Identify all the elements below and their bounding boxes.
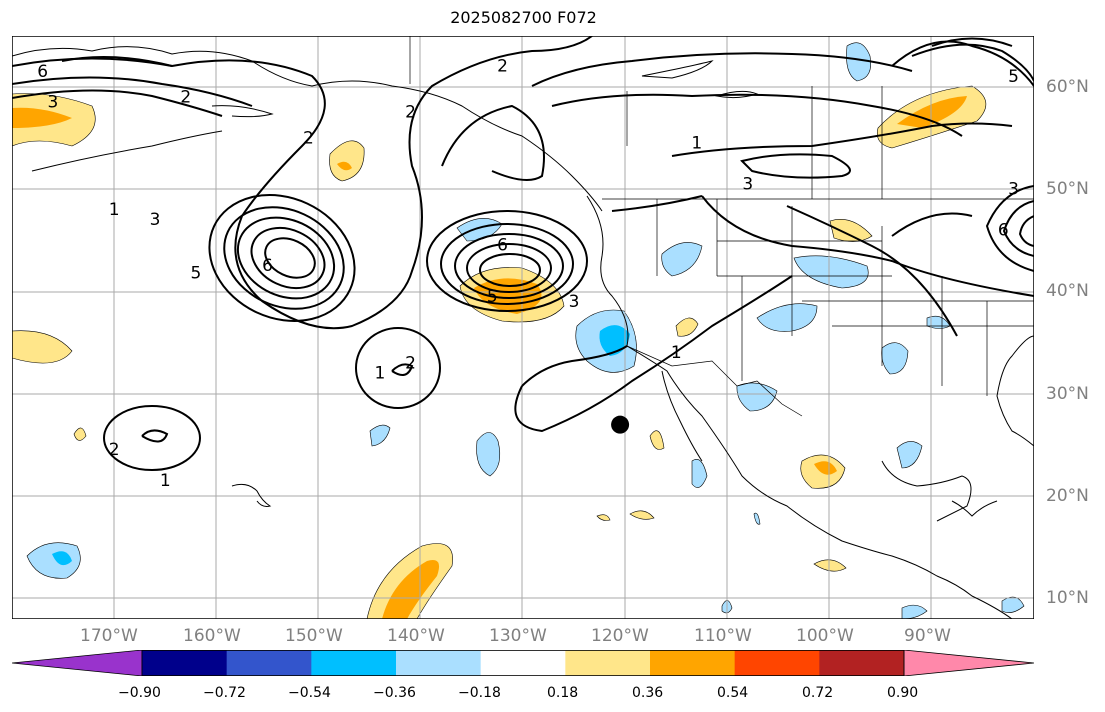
contour-label: 3 — [150, 210, 161, 230]
negative-anomaly-patch — [1001, 596, 1025, 613]
contour-label: 3 — [742, 174, 753, 194]
contour-label: 5 — [1008, 67, 1019, 87]
colorbar-cell — [480, 650, 566, 676]
positive-anomaly-patch — [829, 219, 873, 242]
lat-label: 40°N — [1046, 281, 1089, 301]
positive-anomaly-patch — [596, 514, 611, 521]
contour-label: 1 — [375, 364, 386, 384]
colorbar-cell — [650, 650, 736, 676]
lat-label: 50°N — [1046, 179, 1089, 199]
graticule — [12, 36, 1034, 619]
colorbar-cell — [819, 650, 905, 676]
political-borders — [409, 36, 1034, 417]
contour-label: 2 — [405, 103, 416, 123]
lon-label: 120°W — [591, 626, 649, 646]
negative-anomaly-patch — [661, 242, 703, 277]
negative-anomaly-patch — [881, 342, 909, 375]
contour-label: 6 — [497, 236, 508, 256]
negative-anomaly-patch — [753, 512, 761, 525]
colorbar-cell — [396, 650, 482, 676]
contour-label: 3 — [1008, 179, 1019, 199]
contour-label: 6 — [37, 62, 48, 82]
contour-label: 2 — [497, 57, 508, 77]
colorbar-cell — [142, 650, 228, 676]
contour-label: 3 — [569, 292, 580, 312]
lon-label: 100°W — [796, 626, 854, 646]
coastlines — [12, 46, 1034, 619]
negative-anomaly-patch — [456, 218, 503, 242]
contour-label: 2 — [180, 87, 191, 107]
positive-anomaly-patch — [12, 330, 73, 364]
contour-label: 1 — [160, 471, 171, 491]
colorbar-cell — [903, 650, 1034, 676]
positive-anomaly-patch — [813, 559, 847, 572]
contour-label: 1 — [691, 133, 702, 153]
colorbar-tick: −0.18 — [458, 685, 501, 701]
negative-anomaly-patch — [846, 42, 871, 82]
lat-label: 20°N — [1046, 486, 1089, 506]
colorbar-cell — [12, 650, 143, 676]
colorbar-tick: 0.54 — [717, 685, 749, 701]
colorbar-tick: 0.90 — [887, 685, 919, 701]
colorbar-cell — [311, 650, 397, 676]
positive-anomaly-patch — [649, 430, 665, 450]
negative-anomaly-patch — [476, 432, 501, 477]
colorbar — [12, 650, 1034, 676]
contour-layer — [12, 36, 1034, 471]
contour-label: 2 — [109, 440, 120, 460]
negative-anomaly-patch — [756, 303, 818, 332]
lat-label: 30°N — [1046, 384, 1089, 404]
colorbar-tick: 0.72 — [802, 685, 834, 701]
negative-anomaly-patch — [793, 255, 869, 289]
positive-anomaly-patch — [329, 140, 365, 182]
lat-label: 60°N — [1046, 77, 1089, 97]
colorbar-tick: −0.36 — [373, 685, 416, 701]
map-frame — [12, 36, 1034, 619]
lon-label: 90°W — [904, 626, 951, 646]
colorbar-tick: −0.72 — [203, 685, 246, 701]
colorbar-tick: −0.54 — [288, 685, 331, 701]
contour-label: 6 — [998, 220, 1009, 240]
contour-label: 1 — [671, 343, 682, 363]
negative-anomaly-patch — [691, 459, 708, 488]
positive-anomaly-patch — [675, 317, 699, 337]
colorbar-tick: −0.90 — [118, 685, 161, 701]
chart-title: 2025082700 F072 — [450, 8, 597, 27]
lon-label: 110°W — [694, 626, 752, 646]
lat-label: 10°N — [1046, 588, 1089, 608]
negative-anomaly-patch — [896, 441, 923, 469]
colorbar-tick: 0.36 — [632, 685, 664, 701]
negative-anomaly-patch — [369, 424, 391, 447]
negative-anomaly-patch — [736, 382, 778, 412]
contour-label: 3 — [47, 92, 58, 112]
lon-label: 130°W — [489, 626, 547, 646]
positive-anomaly-patch — [629, 510, 655, 520]
positive-anomaly-patch — [73, 427, 87, 441]
lon-label: 170°W — [80, 626, 138, 646]
contour-label: 1 — [109, 200, 120, 220]
lon-label: 160°W — [183, 626, 241, 646]
shading-layer — [12, 42, 1025, 619]
colorbar-frame — [141, 650, 905, 676]
colorbar-cell — [565, 650, 651, 676]
contour-label: 5 — [191, 263, 202, 283]
colorbar-tick: 0.18 — [547, 685, 579, 701]
negative-anomaly-patch — [901, 604, 928, 619]
negative-anomaly-patch — [26, 542, 81, 579]
lon-label: 140°W — [387, 626, 445, 646]
location-marker — [611, 415, 630, 434]
contour-label: 6 — [262, 256, 273, 276]
contour-label: 5 — [487, 287, 498, 307]
lon-label: 150°W — [285, 626, 343, 646]
contour-label: 2 — [405, 353, 416, 373]
colorbar-cell — [734, 650, 820, 676]
colorbar-cell — [226, 650, 312, 676]
contour-label: 2 — [303, 128, 314, 148]
